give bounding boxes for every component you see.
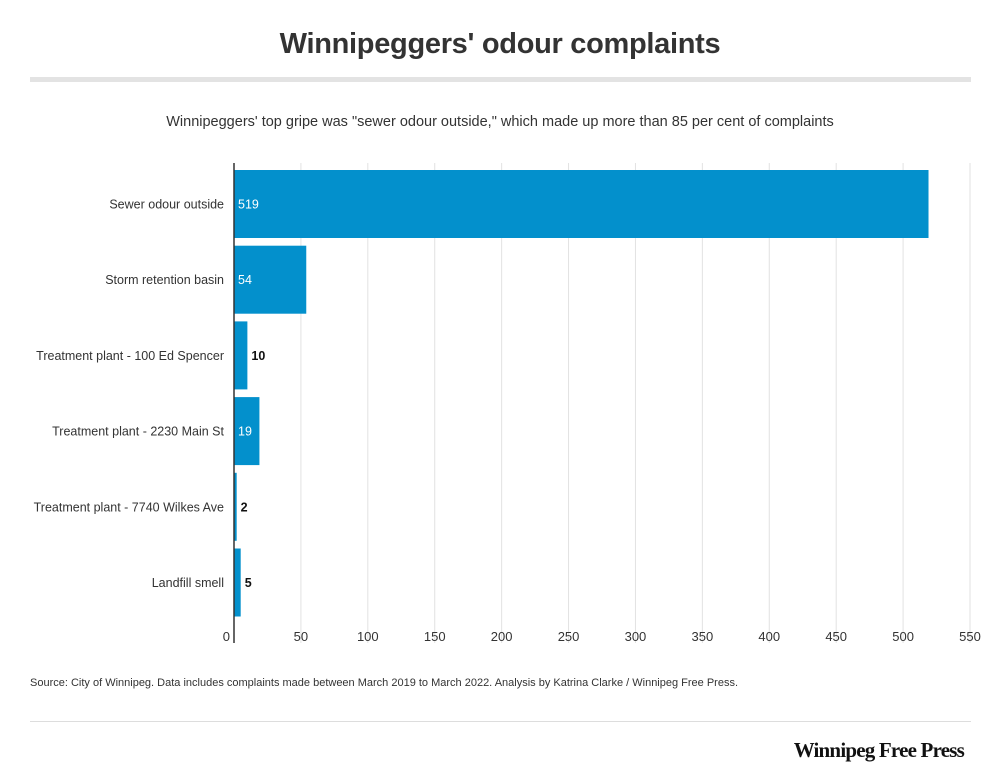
x-tick-label: 400 bbox=[758, 629, 780, 644]
bar bbox=[234, 321, 248, 390]
bar bbox=[234, 245, 307, 314]
footer-divider bbox=[30, 721, 971, 722]
data-label: 5 bbox=[245, 576, 252, 590]
x-tick-label: 150 bbox=[424, 629, 446, 644]
bar-chart: Sewer odour outside Storm retention basin… bbox=[34, 163, 981, 644]
category-label: Landfill smell bbox=[152, 576, 224, 590]
grid-lines bbox=[300, 163, 971, 643]
x-tick-label: 350 bbox=[692, 629, 714, 644]
bar bbox=[234, 170, 929, 238]
data-label: 2 bbox=[241, 500, 248, 514]
title-divider bbox=[30, 77, 971, 82]
category-label: Treatment plant - 2230 Main St bbox=[52, 425, 224, 439]
x-tick-label: 250 bbox=[558, 629, 580, 644]
value-labels: 519 54 10 19 2 5 bbox=[238, 198, 265, 591]
bar bbox=[234, 397, 260, 466]
x-tick-label: 500 bbox=[892, 629, 914, 644]
publisher-logo: Winnipeg Free Press bbox=[793, 738, 965, 762]
source-note: Source: City of Winnipeg. Data includes … bbox=[30, 677, 739, 689]
x-tick-label: 50 bbox=[294, 629, 308, 644]
x-tick-label: 100 bbox=[357, 629, 379, 644]
data-label: 10 bbox=[251, 349, 265, 363]
category-label: Sewer odour outside bbox=[109, 198, 224, 212]
category-label: Treatment plant - 100 Ed Spencer bbox=[36, 349, 224, 363]
x-tick-label: 200 bbox=[491, 629, 513, 644]
category-label: Treatment plant - 7740 Wilkes Ave bbox=[34, 500, 224, 514]
category-labels: Sewer odour outside Storm retention basin… bbox=[34, 198, 225, 591]
data-label: 519 bbox=[238, 198, 259, 212]
x-tick-labels: 0 50 100 150 200 250 300 350 400 450 500 550 bbox=[223, 629, 981, 644]
chart-title: Winnipeggers' odour complaints bbox=[279, 28, 721, 60]
data-label: 54 bbox=[238, 273, 252, 287]
category-label: Storm retention basin bbox=[105, 273, 224, 287]
x-tick-label: 300 bbox=[625, 629, 647, 644]
x-tick-label: 0 bbox=[223, 629, 230, 644]
x-tick-label: 450 bbox=[825, 629, 847, 644]
x-tick-label: 550 bbox=[959, 629, 981, 644]
data-label: 19 bbox=[238, 425, 252, 439]
bars bbox=[234, 170, 929, 617]
chart-subtitle: Winnipeggers' top gripe was "sewer odour… bbox=[166, 114, 834, 130]
bar bbox=[234, 472, 237, 541]
bar bbox=[234, 548, 241, 617]
